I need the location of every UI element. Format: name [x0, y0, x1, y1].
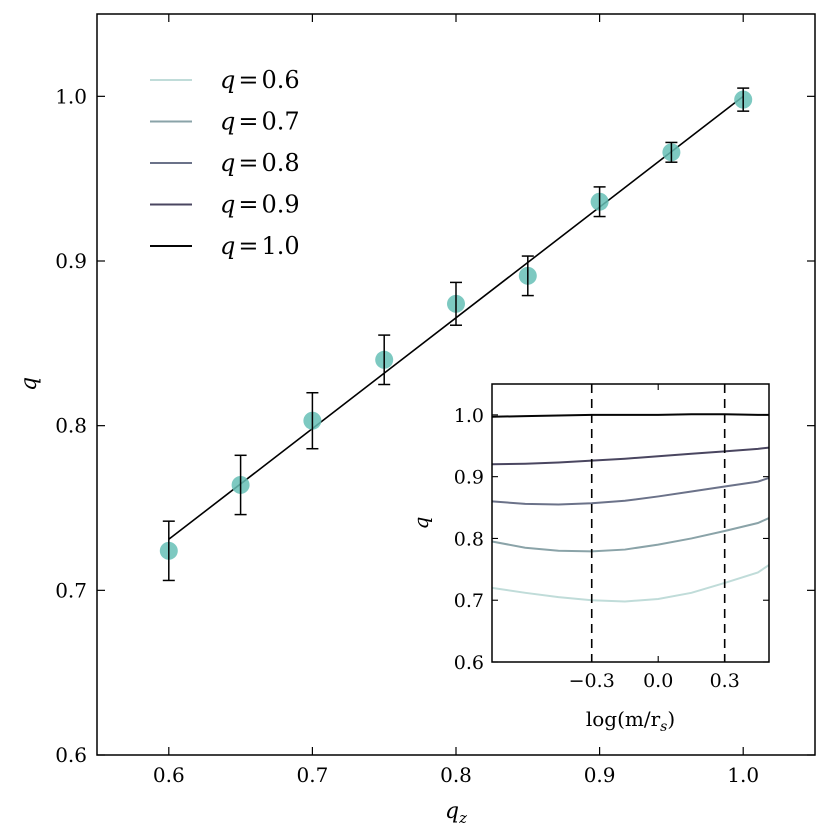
inset-y-tick-label: 0.9 [454, 467, 484, 489]
y-tick-label: 1.0 [55, 84, 87, 108]
x-tick-label: 0.9 [584, 763, 616, 787]
y-tick-label: 0.7 [55, 578, 87, 602]
legend-label: q = 1.0 [220, 232, 300, 260]
inset-series-line [491, 517, 770, 553]
x-tick-label: 0.6 [153, 763, 185, 787]
inset-x-axis-label: log(m/rs) [586, 707, 675, 735]
x-tick-label: 1.0 [727, 763, 759, 787]
main-plot: 0.6 0.7 0.8 0.9 1.0 0.6 0.7 0.8 0.9 1.0 qz q [17, 13, 816, 827]
inset-series-line [491, 413, 769, 418]
x-tick-label: 0.7 [296, 763, 328, 787]
inset-y-axis-label: q [409, 517, 433, 530]
inset-frame [491, 383, 770, 663]
legend-label: q = 0.7 [220, 108, 300, 136]
inset-series-line [491, 564, 770, 603]
x-tick-label: 0.8 [440, 763, 472, 787]
inset-background [492, 384, 769, 662]
inset-x-tick-label: −0.3 [569, 670, 615, 692]
inset-y-tick-label: 0.6 [454, 652, 484, 674]
y-tick-label: 0.8 [55, 414, 87, 438]
inset-x-tick-label: 0.0 [643, 670, 673, 692]
inset-x-tick-label: 0.3 [710, 670, 740, 692]
legend: q = 0.6 q = 0.7 q = 0.8 q = 0.9 q = 1.0 [150, 66, 300, 260]
x-axis-label: qz [445, 799, 467, 827]
y-tick-label: 0.6 [55, 743, 87, 767]
inset-series-line [491, 476, 770, 506]
inset-plot: −0.3 0.0 0.3 0.6 0.7 0.8 0.9 1.0 log(m/rs) q [409, 383, 770, 735]
legend-label: q = 0.8 [220, 149, 300, 177]
inset-series-line [491, 446, 770, 466]
y-tick-label: 0.9 [55, 249, 87, 273]
inset-y-tick-label: 0.7 [454, 590, 484, 612]
y-axis-label: q [17, 377, 42, 391]
legend-label: q = 0.9 [220, 191, 300, 219]
inset-y-tick-label: 0.8 [454, 528, 484, 550]
legend-label: q = 0.6 [220, 66, 300, 94]
inset-y-tick-label: 1.0 [454, 405, 484, 427]
